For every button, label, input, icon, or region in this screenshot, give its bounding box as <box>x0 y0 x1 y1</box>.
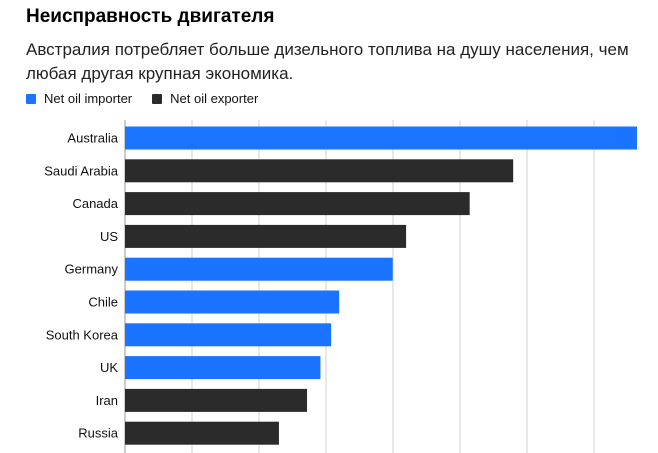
category-label: Germany <box>65 262 119 277</box>
legend-swatch-importer <box>26 93 36 104</box>
legend-item-importer: Net oil importer <box>26 91 132 106</box>
chart-subtitle: Австралия потребляет больше дизельного т… <box>26 40 629 83</box>
category-label: South Korea <box>46 327 119 342</box>
bars <box>125 126 637 445</box>
category-label: US <box>100 229 118 244</box>
bar-south-korea <box>125 323 332 347</box>
bar-iran <box>125 388 308 412</box>
legend-swatch-exporter <box>152 93 163 104</box>
chart-title: Неисправность двигателя <box>26 6 275 27</box>
bar-chile <box>125 290 340 314</box>
legend-item-exporter: Net oil exporter <box>152 91 258 106</box>
bar-germany <box>125 257 393 281</box>
category-label: Australia <box>67 131 118 146</box>
legend-label-importer: Net oil importer <box>44 91 133 106</box>
category-label: UK <box>100 360 118 375</box>
bar-uk <box>125 356 321 380</box>
bar-russia <box>125 421 279 445</box>
bar-canada <box>125 192 470 216</box>
legend-label-exporter: Net oil exporter <box>170 91 259 106</box>
bar-australia <box>125 126 637 150</box>
chart-legend: Net oil importer Net oil exporter <box>26 91 278 106</box>
category-label: Iran <box>96 393 118 408</box>
bar-saudi-arabia <box>125 159 514 183</box>
category-label: Chile <box>88 295 118 310</box>
category-label: Saudi Arabia <box>44 163 118 178</box>
category-label: Canada <box>72 196 118 211</box>
category-label: Russia <box>78 426 119 441</box>
bar-us <box>125 224 407 248</box>
category-labels: Australia Saudi Arabia Canada US Germany Chil… <box>44 131 119 441</box>
